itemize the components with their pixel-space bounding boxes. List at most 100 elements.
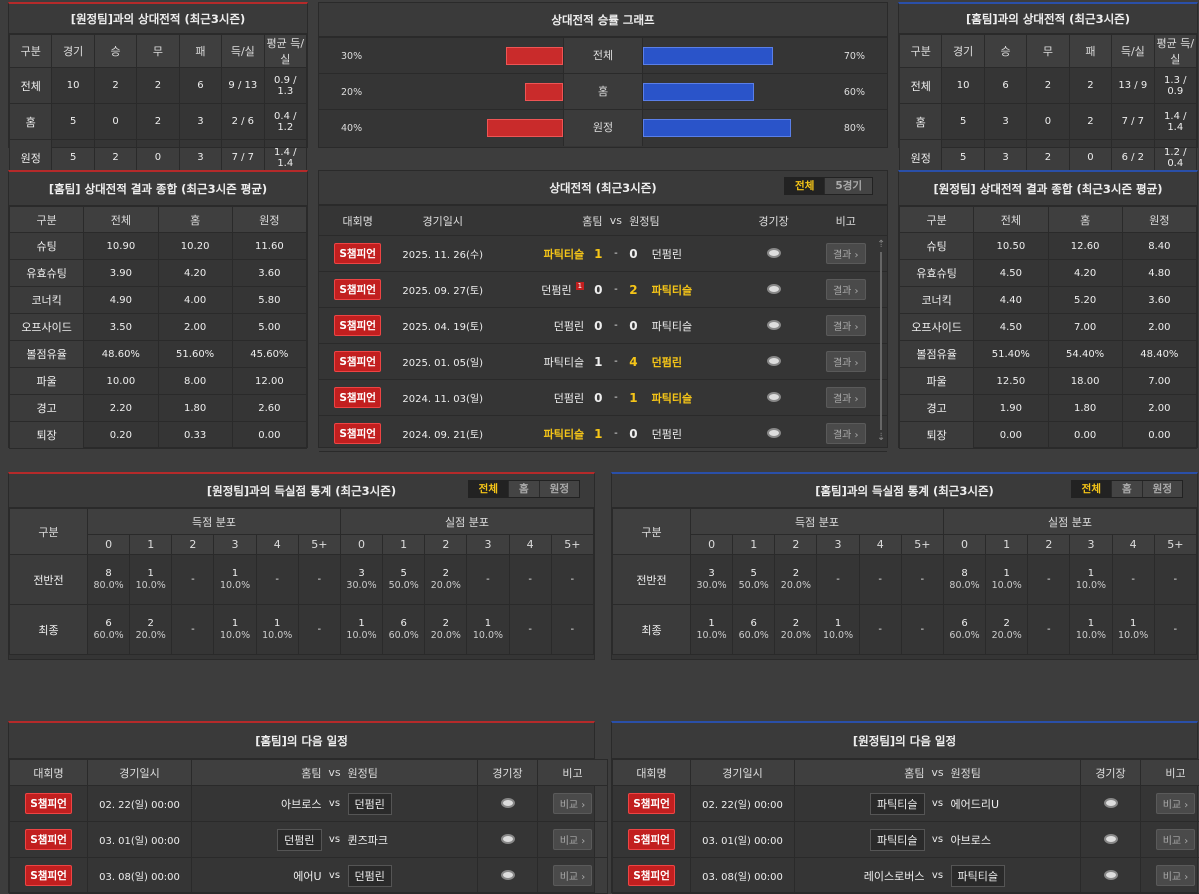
table-cell: 02. 22(일) 00:00 xyxy=(691,786,795,822)
table-cell: 1.80 xyxy=(1048,395,1122,422)
result-button[interactable]: 결과 › xyxy=(826,351,866,372)
table-cell xyxy=(1081,822,1141,858)
compare-button[interactable]: 비교 › xyxy=(553,793,593,814)
away-team[interactable]: 에어드리U xyxy=(951,798,1000,811)
result-button[interactable]: 결과 › xyxy=(826,423,866,444)
league-badge[interactable]: S챔피언 xyxy=(334,279,381,300)
result-button[interactable]: 결과 › xyxy=(826,243,866,264)
league-badge[interactable]: S챔피언 xyxy=(334,243,381,264)
stadium-icon[interactable] xyxy=(1104,798,1118,808)
home-score: 0 xyxy=(594,319,602,333)
home-team[interactable]: 파틱티슬 xyxy=(544,428,584,441)
tab-5-games[interactable]: 5경기 xyxy=(824,178,872,194)
tab-home[interactable]: 홈 xyxy=(508,481,539,497)
tab-away[interactable]: 원정 xyxy=(1142,481,1182,497)
stadium-icon[interactable] xyxy=(767,284,781,294)
compare-button[interactable]: 비교 › xyxy=(553,865,593,886)
stadium-icon[interactable] xyxy=(767,356,781,366)
league-badge[interactable]: S챔피언 xyxy=(334,315,381,336)
compare-button[interactable]: 비교 › xyxy=(1156,865,1196,886)
league-badge[interactable]: S챔피언 xyxy=(334,387,381,408)
away-team[interactable]: 던펌린 xyxy=(652,356,682,369)
away-team[interactable]: 파틱티슬 xyxy=(951,865,1005,887)
home-team[interactable]: 파틱티슬 xyxy=(870,829,924,851)
percent: 20.0% xyxy=(425,630,466,641)
result-button[interactable]: 결과 › xyxy=(826,387,866,408)
table-cell: 0.00 xyxy=(1122,422,1196,449)
tab-all[interactable]: 전체 xyxy=(469,481,508,497)
scroll-up-icon[interactable]: ⇡ xyxy=(877,239,885,250)
away-score: 2 xyxy=(629,283,637,297)
away-team[interactable]: 던펌린 xyxy=(652,428,682,441)
scroll-down-icon[interactable]: ⇣ xyxy=(877,432,885,443)
row-label: 퇴장 xyxy=(10,422,84,449)
tab-all[interactable]: 전체 xyxy=(1072,481,1111,497)
tab-away[interactable]: 원정 xyxy=(539,481,579,497)
away-team[interactable]: 파틱티슬 xyxy=(652,392,692,405)
away-team[interactable]: 던펌린 xyxy=(652,248,682,261)
league-badge[interactable]: S챔피언 xyxy=(25,865,72,886)
home-team[interactable]: 에어U xyxy=(293,870,321,883)
scrollbar[interactable]: ⇡ ⇣ xyxy=(877,239,885,451)
league-badge[interactable]: S챔피언 xyxy=(628,865,675,886)
league-badge[interactable]: S챔피언 xyxy=(628,793,675,814)
away-team[interactable]: 던펌린 xyxy=(348,865,392,887)
compare-button[interactable]: 비교 › xyxy=(1156,793,1196,814)
home-team[interactable]: 파틱티슬 xyxy=(870,793,924,815)
bucket-header: 4 xyxy=(509,535,551,555)
compare-button[interactable]: 비교 › xyxy=(553,829,593,850)
stadium-icon[interactable] xyxy=(501,870,515,880)
stadium-icon[interactable] xyxy=(767,320,781,330)
league-badge[interactable]: S챔피언 xyxy=(25,829,72,850)
home-team[interactable]: 레이스로버스 xyxy=(864,870,925,883)
column-header: 경기일시 xyxy=(691,760,795,786)
count: 6 xyxy=(88,618,129,630)
stadium-icon[interactable] xyxy=(501,834,515,844)
result-button[interactable]: 결과 › xyxy=(826,315,866,336)
stadium-icon[interactable] xyxy=(767,248,781,258)
table-cell: 2.00 xyxy=(1122,314,1196,341)
stadium-icon[interactable] xyxy=(767,428,781,438)
column-header: 비고 xyxy=(1141,760,1199,786)
stadium-icon[interactable] xyxy=(501,798,515,808)
home-team[interactable]: 던펌린 xyxy=(277,829,321,851)
count: 1 xyxy=(691,618,732,630)
panel-title: 상대전적 (최근3시즌) xyxy=(549,181,656,195)
away-team[interactable]: 파틱티슬 xyxy=(652,320,692,333)
tab-all[interactable]: 전체 xyxy=(785,178,824,194)
league-badge[interactable]: S챔피언 xyxy=(334,423,381,444)
home-team[interactable]: 던펌린 xyxy=(554,392,584,405)
bucket-header: 3 xyxy=(1070,535,1112,555)
scroll-track[interactable] xyxy=(880,252,882,430)
result-button[interactable]: 결과 › xyxy=(826,279,866,300)
league-badge[interactable]: S챔피언 xyxy=(25,793,72,814)
away-team[interactable]: 아브로스 xyxy=(951,834,991,847)
league-badge[interactable]: S챔피언 xyxy=(628,829,675,850)
league-badge[interactable]: S챔피언 xyxy=(334,351,381,372)
stadium-icon[interactable] xyxy=(1104,834,1118,844)
home-team[interactable]: 던펌린 xyxy=(554,320,584,333)
tab-home[interactable]: 홈 xyxy=(1111,481,1142,497)
away-team[interactable]: 던펌린 xyxy=(348,793,392,815)
stadium-icon[interactable] xyxy=(1104,870,1118,880)
table-cell: 결과 › xyxy=(805,308,888,344)
home-team[interactable]: 파틱티슬 xyxy=(544,356,584,369)
count: 1 xyxy=(214,618,255,630)
home-team[interactable]: 던펌린 xyxy=(541,284,571,297)
score-separator: - xyxy=(614,248,618,259)
distribution-cell: - xyxy=(1028,605,1070,655)
home-team[interactable]: 파틱티슬 xyxy=(544,248,584,261)
compare-button[interactable]: 비교 › xyxy=(1156,829,1196,850)
home-team[interactable]: 아브로스 xyxy=(281,798,321,811)
away-team[interactable]: 퀸즈파크 xyxy=(348,834,388,847)
match-date: 03. 01(일) 00:00 xyxy=(702,836,783,847)
stadium-icon[interactable] xyxy=(767,392,781,402)
away-team[interactable]: 파틱티슬 xyxy=(652,284,692,297)
